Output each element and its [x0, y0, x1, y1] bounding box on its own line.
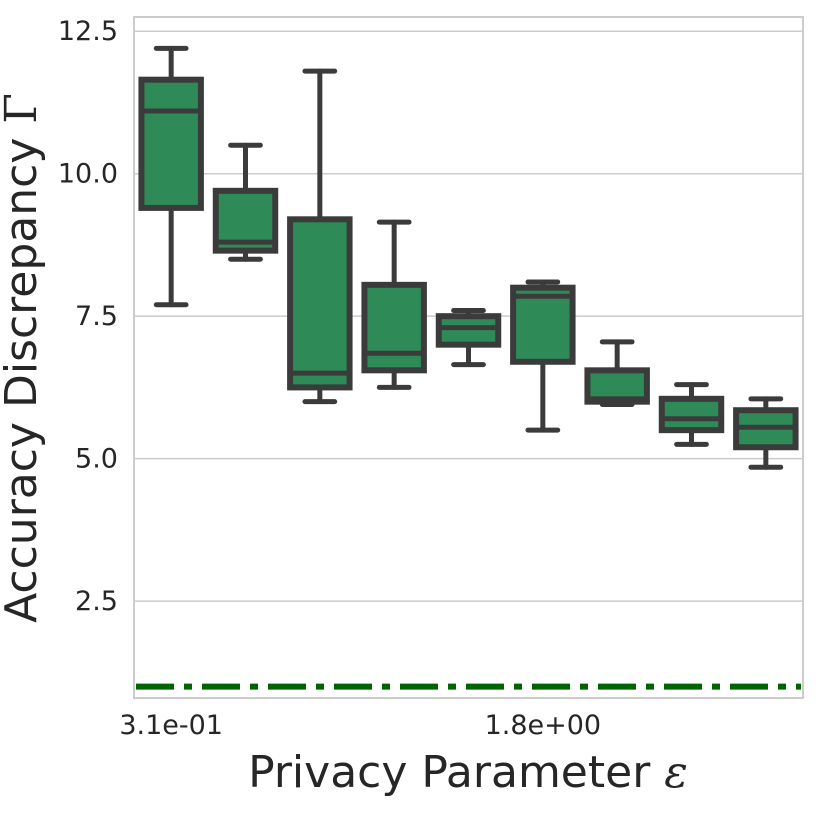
boxes-group [138, 45, 799, 470]
box-body [138, 76, 204, 211]
x-axis-label: Privacy Parameter ε [248, 747, 688, 798]
y-axis-label: Accuracy Discrepancy Γ [0, 93, 47, 623]
y-tick-label: 5.0 [75, 444, 118, 475]
box-item [212, 142, 279, 262]
x-axis-label-text: Privacy Parameter [248, 747, 664, 798]
plot-frame [133, 16, 804, 699]
box-body [361, 281, 427, 374]
box-item [733, 396, 799, 470]
y-tick-label: 7.5 [75, 301, 118, 332]
y-axis-label-text: Accuracy Discrepancy [0, 124, 47, 623]
x-axis-label-symbol: ε [664, 747, 688, 798]
box-body [287, 216, 353, 391]
box-body [435, 313, 502, 348]
box-item [658, 382, 725, 447]
box-body [510, 284, 576, 365]
y-tick-label: 2.5 [75, 586, 118, 617]
y-tick-label: 10.0 [58, 159, 118, 190]
y-tick-labels: 2.5 5.0 7.5 10.0 12.5 [58, 16, 118, 617]
box-body [658, 395, 725, 434]
box-item [138, 45, 204, 308]
x-tick-label: 3.1e-01 [119, 710, 223, 741]
box-item [361, 219, 427, 390]
box-item [287, 68, 353, 405]
box-item [435, 307, 502, 368]
y-axis-label-symbol: Γ [0, 93, 47, 124]
x-tick-label: 1.8e+00 [485, 710, 602, 741]
x-tick-labels: 3.1e-01 1.8e+00 [119, 710, 601, 741]
box-item [584, 339, 650, 408]
y-tick-label: 12.5 [58, 16, 118, 47]
box-item [510, 279, 576, 433]
